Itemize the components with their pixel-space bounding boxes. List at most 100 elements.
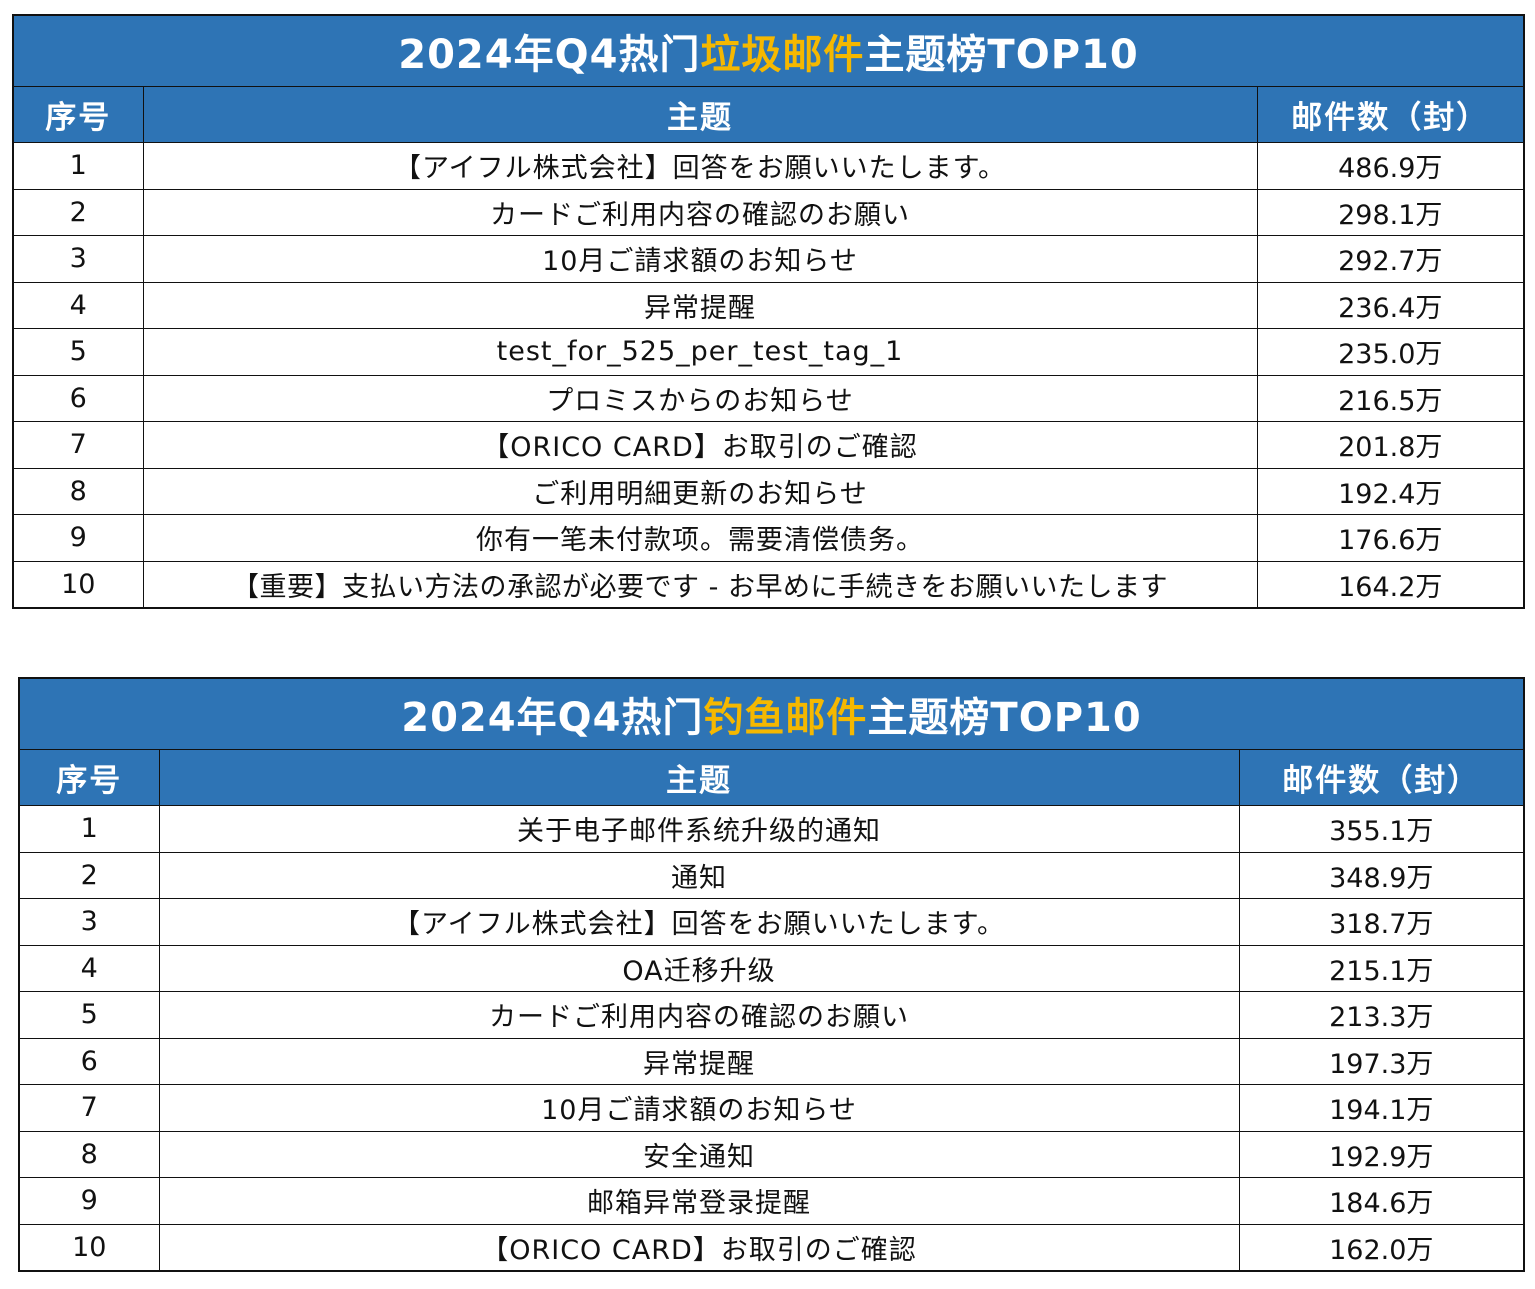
count-cell: 192.4万 [1256,467,1525,515]
count-cell: 318.7万 [1238,898,1525,946]
subject-cell: 关于电子邮件系统升级的通知 [158,805,1240,853]
rank-cell: 10 [18,1223,160,1272]
count-cell: 355.1万 [1238,805,1525,853]
count-cell: 292.7万 [1256,235,1525,283]
subject-cell: 【重要】支払い方法の承認が必要です - お早めに手続きをお願いいたします [142,560,1258,609]
subject-cell: 【ORICO CARD】お取引のご確認 [142,421,1258,469]
column-header-count: 邮件数（封） [1238,749,1525,806]
rank-cell: 2 [18,851,160,899]
count-cell: 184.6万 [1238,1177,1525,1225]
rank-cell: 5 [18,991,160,1039]
table-row: 4 OA迁移升级 215.1万 [18,944,1525,992]
subject-cell: プロミスからのお知らせ [142,374,1258,422]
subject-cell: カードご利用内容の確認のお願い [158,991,1240,1039]
column-header-rank: 序号 [18,749,160,806]
table-row: 8 安全通知 192.9万 [18,1130,1525,1178]
count-cell: 298.1万 [1256,188,1525,236]
rank-cell: 7 [18,1084,160,1132]
table-row: 10 【重要】支払い方法の承認が必要です - お早めに手続きをお願いいたします … [12,560,1525,609]
table-row: 5 test_for_525_per_test_tag_1 235.0万 [12,328,1525,376]
rank-cell: 3 [18,898,160,946]
rank-cell: 8 [12,467,144,515]
subject-cell: 异常提醒 [158,1037,1240,1085]
subject-cell: 你有一笔未付款项。需要清偿债务。 [142,514,1258,562]
table-row: 6 プロミスからのお知らせ 216.5万 [12,374,1525,422]
subject-cell: 安全通知 [158,1130,1240,1178]
title-highlight: 钓鱼邮件 [703,695,868,741]
subject-cell: ご利用明細更新のお知らせ [142,467,1258,515]
column-header-row: 序号 主题 邮件数（封） [18,749,1525,806]
table-row: 7 【ORICO CARD】お取引のご確認 201.8万 [12,421,1525,469]
count-cell: 197.3万 [1238,1037,1525,1085]
rank-cell: 1 [18,805,160,853]
column-header-subject: 主题 [158,749,1240,806]
subject-cell: 10月ご請求額のお知らせ [142,235,1258,283]
count-cell: 213.3万 [1238,991,1525,1039]
subject-cell: 10月ご請求額のお知らせ [158,1084,1240,1132]
table-row: 1 【アイフル株式会社】回答をお願いいたします。 486.9万 [12,142,1525,190]
count-cell: 215.1万 [1238,944,1525,992]
count-cell: 216.5万 [1256,374,1525,422]
title-highlight: 垃圾邮件 [700,32,865,78]
column-header-row: 序号 主题 邮件数（封） [12,86,1525,143]
rank-cell: 4 [18,944,160,992]
table-title-row: 2024年Q4热门垃圾邮件主题榜TOP10 [12,14,1525,87]
table-row: 4 异常提醒 236.4万 [12,281,1525,329]
count-cell: 164.2万 [1256,560,1525,609]
table-row: 10 【ORICO CARD】お取引のご確認 162.0万 [18,1223,1525,1272]
table-title: 2024年Q4热门钓鱼邮件主题榜TOP10 [18,677,1525,750]
subject-cell: 【ORICO CARD】お取引のご確認 [158,1223,1240,1272]
table-row: 9 你有一笔未付款项。需要清偿债务。 176.6万 [12,514,1525,562]
count-cell: 176.6万 [1256,514,1525,562]
table-row: 5 カードご利用内容の確認のお願い 213.3万 [18,991,1525,1039]
table-row: 2 通知 348.9万 [18,851,1525,899]
rank-cell: 9 [12,514,144,562]
subject-cell: 【アイフル株式会社】回答をお願いいたします。 [158,898,1240,946]
table-title-row: 2024年Q4热门钓鱼邮件主题榜TOP10 [18,677,1525,750]
table-row: 1 关于电子邮件系统升级的通知 355.1万 [18,805,1525,853]
table-row: 3 10月ご請求額のお知らせ 292.7万 [12,235,1525,283]
table-row: 3 【アイフル株式会社】回答をお願いいたします。 318.7万 [18,898,1525,946]
count-cell: 235.0万 [1256,328,1525,376]
table-row: 2 カードご利用内容の確認のお願い 298.1万 [12,188,1525,236]
column-header-count: 邮件数（封） [1256,86,1525,143]
rank-cell: 6 [12,374,144,422]
count-cell: 201.8万 [1256,421,1525,469]
rank-cell: 9 [18,1177,160,1225]
subject-cell: test_for_525_per_test_tag_1 [142,328,1258,376]
rank-cell: 2 [12,188,144,236]
title-suffix: 主题榜TOP10 [867,695,1142,741]
rank-cell: 7 [12,421,144,469]
subject-cell: 【アイフル株式会社】回答をお願いいたします。 [142,142,1258,190]
title-prefix: 2024年Q4热门 [401,695,704,741]
count-cell: 348.9万 [1238,851,1525,899]
count-cell: 192.9万 [1238,1130,1525,1178]
subject-cell: 异常提醒 [142,281,1258,329]
rank-cell: 4 [12,281,144,329]
title-suffix: 主题榜TOP10 [864,32,1139,78]
count-cell: 486.9万 [1256,142,1525,190]
column-header-subject: 主题 [142,86,1258,143]
spam-topic-table: 2024年Q4热门垃圾邮件主题榜TOP10 序号 主题 邮件数（封） 1 【アイ… [12,14,1525,609]
title-prefix: 2024年Q4热门 [398,32,701,78]
subject-cell: 邮箱异常登录提醒 [158,1177,1240,1225]
count-cell: 236.4万 [1256,281,1525,329]
rank-cell: 6 [18,1037,160,1085]
subject-cell: カードご利用内容の確認のお願い [142,188,1258,236]
table-row: 9 邮箱异常登录提醒 184.6万 [18,1177,1525,1225]
count-cell: 194.1万 [1238,1084,1525,1132]
rank-cell: 5 [12,328,144,376]
subject-cell: OA迁移升级 [158,944,1240,992]
rank-cell: 1 [12,142,144,190]
subject-cell: 通知 [158,851,1240,899]
table-row: 8 ご利用明細更新のお知らせ 192.4万 [12,467,1525,515]
table-row: 7 10月ご請求額のお知らせ 194.1万 [18,1084,1525,1132]
table-title: 2024年Q4热门垃圾邮件主题榜TOP10 [12,14,1525,87]
rank-cell: 8 [18,1130,160,1178]
rank-cell: 3 [12,235,144,283]
phishing-topic-table: 2024年Q4热门钓鱼邮件主题榜TOP10 序号 主题 邮件数（封） 1 关于电… [18,677,1525,1272]
count-cell: 162.0万 [1238,1223,1525,1272]
rank-cell: 10 [12,560,144,609]
column-header-rank: 序号 [12,86,144,143]
table-row: 6 异常提醒 197.3万 [18,1037,1525,1085]
